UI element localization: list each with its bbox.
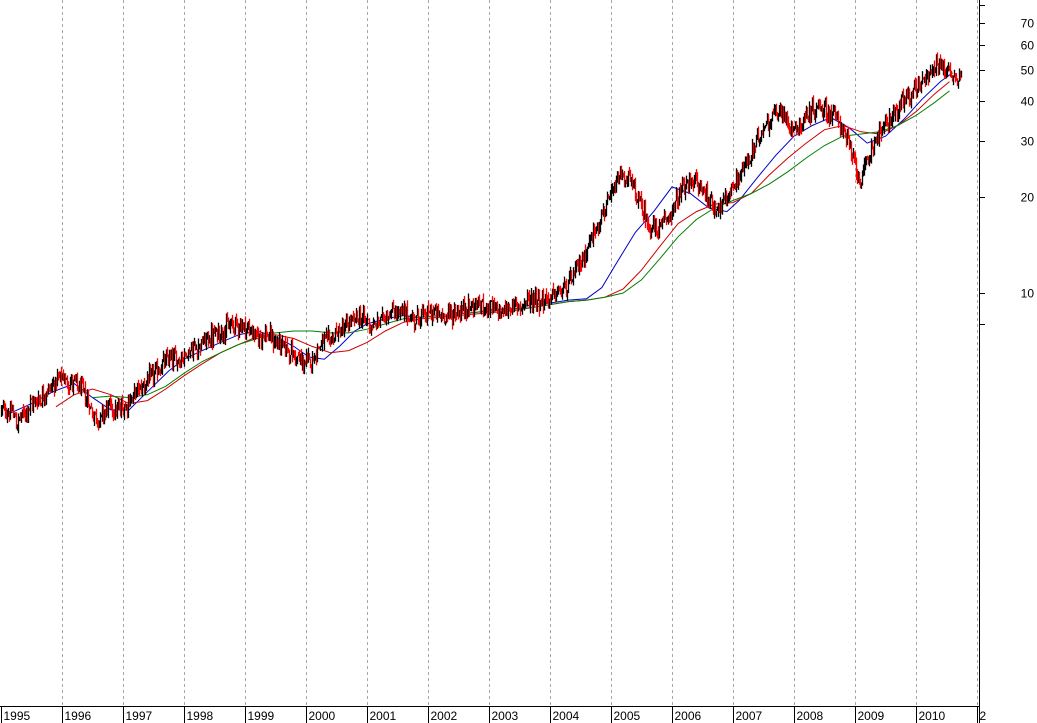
y-tick-label: 60 [1021,39,1035,53]
x-tick-label: 2000 [309,709,336,723]
x-tick-label: 2001 [370,709,397,723]
y-tick-label: 50 [1021,64,1035,78]
moving-average-short-line [9,72,953,414]
y-tick-label: 70 [1021,17,1035,31]
x-tick-label: 1999 [248,709,275,723]
moving-average-long-line [92,90,950,399]
x-tick-label: 1998 [187,709,214,723]
x-tick-label: 1995 [4,709,31,723]
x-tick-label: 1996 [65,709,92,723]
y-tick-label: 20 [1021,191,1035,205]
x-tick-label: 2008 [797,709,824,723]
y-tick-label: 30 [1021,135,1035,149]
x-tick-label: 2007 [736,709,763,723]
x-tick-label: 2005 [614,709,641,723]
x-tick-label: 2002 [431,709,458,723]
series-layer [0,52,963,434]
x-tick-label: 2009 [858,709,885,723]
x-tick-label: 2004 [553,709,580,723]
x-tick-label: 1997 [126,709,153,723]
grid-layer [62,0,978,706]
x-tick-label: 2003 [492,709,519,723]
x-tick-label: 2 [980,709,987,723]
y-tick-label: 40 [1021,95,1035,109]
y-tick-label: 10 [1021,287,1035,301]
x-tick-label: 2006 [675,709,702,723]
x-tick-label: 2010 [919,709,946,723]
